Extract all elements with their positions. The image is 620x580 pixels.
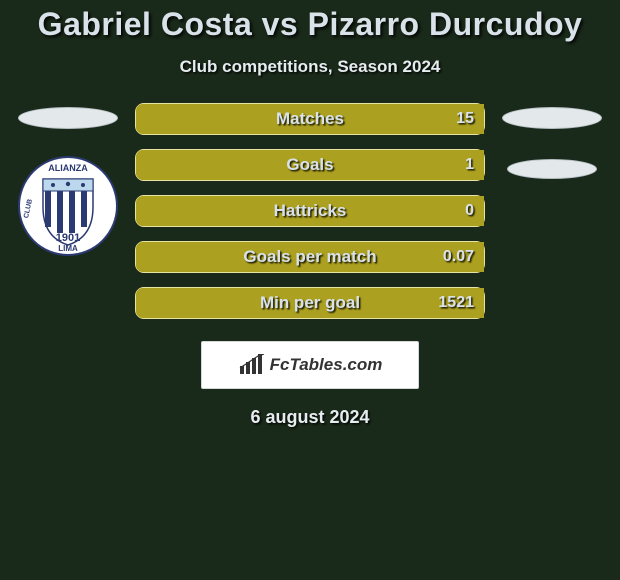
footer-brand-text: FcTables.com — [270, 355, 383, 375]
player-left-placeholder — [18, 107, 118, 129]
right-player-column — [497, 103, 607, 179]
footer-date: 6 august 2024 — [0, 407, 620, 428]
stat-fill — [136, 242, 484, 272]
bar-chart-icon — [238, 354, 266, 376]
stat-fill — [136, 196, 484, 226]
subtitle: Club competitions, Season 2024 — [0, 57, 620, 77]
player-right-placeholder-1 — [502, 107, 602, 129]
stat-value: 1521 — [438, 288, 474, 318]
shield-icon: ALIANZA LIMA CLUB 1901 — [18, 151, 118, 261]
crest-year: 1901 — [56, 232, 80, 244]
stat-fill — [136, 288, 484, 318]
stat-value: 0.07 — [443, 242, 474, 272]
stat-fill — [136, 104, 484, 134]
stat-bar-matches: Matches 15 — [135, 103, 485, 135]
page-title: Gabriel Costa vs Pizarro Durcudoy — [0, 0, 620, 43]
stat-value: 1 — [465, 150, 474, 180]
stat-value: 15 — [456, 104, 474, 134]
footer-brand-box[interactable]: FcTables.com — [201, 341, 419, 389]
crest-top-text: ALIANZA — [48, 163, 88, 173]
stat-bar-goals: Goals 1 — [135, 149, 485, 181]
stat-fill — [136, 150, 484, 180]
stat-bar-hattricks: Hattricks 0 — [135, 195, 485, 227]
left-player-column: ALIANZA LIMA CLUB 1901 — [13, 103, 123, 266]
stat-value: 0 — [465, 196, 474, 226]
stat-bar-goals-per-match: Goals per match 0.07 — [135, 241, 485, 273]
player-right-placeholder-2 — [507, 159, 597, 179]
club-crest-left: ALIANZA LIMA CLUB 1901 — [18, 151, 118, 266]
stat-bar-min-per-goal: Min per goal 1521 — [135, 287, 485, 319]
stats-bars: Matches 15 Goals 1 Hattricks 0 Goals per… — [135, 103, 485, 319]
comparison-columns: ALIANZA LIMA CLUB 1901 — [0, 103, 620, 319]
